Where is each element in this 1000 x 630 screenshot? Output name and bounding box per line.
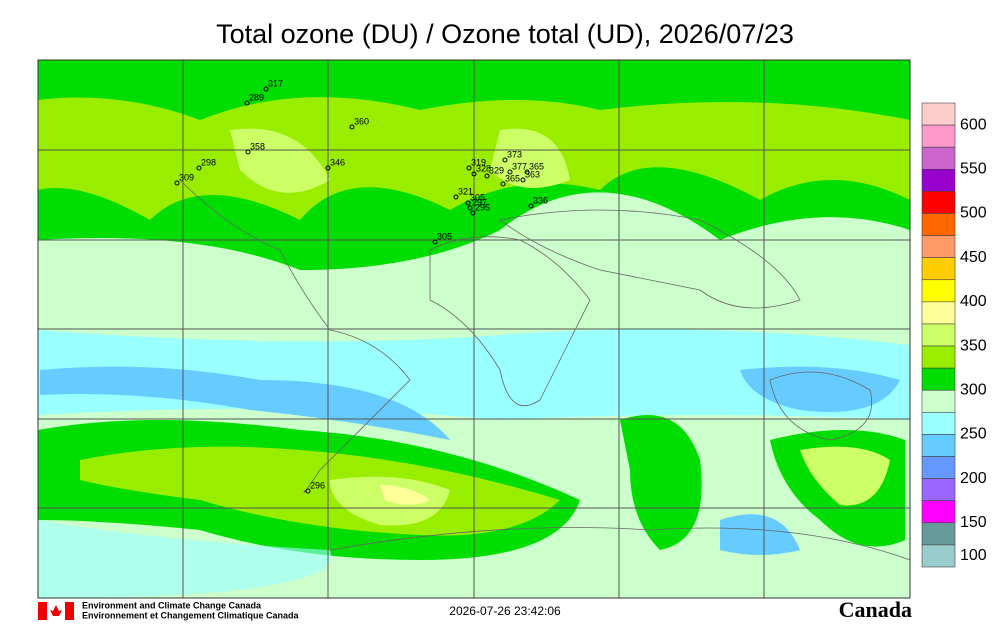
station-value: 317 — [268, 78, 283, 88]
colorbar-box — [921, 478, 956, 502]
colorbar-box — [921, 213, 956, 236]
colorbar-box — [921, 146, 956, 170]
station-marker — [244, 100, 250, 106]
colorbar-box — [921, 522, 956, 546]
station-value: 329 — [489, 165, 504, 175]
colorbar-box — [921, 102, 956, 126]
wordmark: Canada — [839, 597, 912, 622]
station-value: 336 — [533, 195, 548, 205]
timestamp: 2026-07-26 23:42:06 — [449, 604, 561, 618]
colorbar-label: 150 — [960, 514, 987, 531]
colorbar-label: 200 — [960, 470, 987, 487]
station-value: 289 — [249, 92, 264, 102]
station-value: 360 — [354, 116, 369, 126]
station-marker — [349, 124, 355, 130]
colorbar-box — [921, 323, 956, 347]
agency-en: Environment and Climate Change Canada — [82, 600, 262, 610]
station-marker — [174, 180, 180, 186]
station-value: 297 — [472, 197, 487, 207]
colorbar-label: 500 — [960, 205, 987, 222]
colorbar-box — [921, 124, 956, 148]
agency-fr: Environnement et Changement Climatique C… — [82, 610, 300, 620]
station-marker — [507, 169, 513, 175]
station-marker — [471, 171, 477, 177]
station-marker — [500, 181, 506, 187]
station-marker — [245, 149, 251, 155]
colorbar-box — [921, 235, 956, 258]
colorbar: 600 550 500 450 400 350 300 250 200 150 100 — [921, 102, 987, 568]
colorbar-box — [921, 168, 956, 192]
station-marker — [325, 165, 331, 171]
station-value: 309 — [179, 172, 194, 182]
station-value: 319 — [471, 157, 486, 167]
station-marker — [196, 165, 202, 171]
station-value: 295 — [475, 202, 490, 212]
station-value: 365 — [505, 173, 520, 183]
colorbar-label: 100 — [960, 547, 987, 564]
station-value: 346 — [330, 157, 345, 167]
colorbar-box — [921, 279, 956, 303]
colorbar-box — [921, 434, 956, 457]
colorbar-box — [921, 500, 956, 524]
station-value: 365 — [529, 161, 544, 171]
colorbar-box — [921, 544, 956, 568]
station-marker — [520, 177, 526, 183]
station-value: 328 — [476, 163, 491, 173]
colorbar-label: 250 — [960, 426, 987, 443]
station-value: 321 — [458, 186, 473, 196]
station-marker — [305, 488, 311, 494]
station-marker — [528, 203, 534, 209]
colorbar-label: 550 — [960, 161, 987, 178]
colorbar-box — [921, 345, 956, 369]
station-value: 305 — [470, 192, 485, 202]
colorbar-box — [921, 389, 956, 413]
station-marker — [524, 169, 530, 175]
station-value: 363 — [525, 169, 540, 179]
station-marker — [466, 165, 472, 171]
station-value: 373 — [507, 149, 522, 159]
station-value: 358 — [250, 141, 265, 151]
station-marker — [465, 200, 471, 206]
station-value: 298 — [201, 157, 216, 167]
station-marker — [432, 239, 438, 245]
station-marker — [470, 210, 476, 216]
colorbar-box — [921, 191, 956, 214]
station-value: 377 — [512, 161, 527, 171]
station-marker — [502, 157, 508, 163]
station-marker — [453, 194, 459, 200]
footer: Environment and Climate Change Canada En… — [38, 597, 912, 622]
station-marker — [484, 173, 490, 179]
colorbar-box — [921, 367, 956, 391]
colorbar-label: 350 — [960, 337, 987, 354]
colorbar-box — [921, 301, 956, 325]
colorbar-label: 400 — [960, 293, 987, 310]
colorbar-box — [921, 456, 956, 479]
colorbar-label: 300 — [960, 381, 987, 398]
colorbar-label: 600 — [960, 116, 987, 133]
station-marker — [263, 86, 269, 92]
colorbar-box — [921, 412, 956, 435]
title: Total ozone (DU) / Ozone total (UD), 202… — [216, 19, 794, 49]
station-marker — [467, 205, 473, 211]
station-value: 305 — [437, 231, 452, 241]
station-value: 296 — [310, 480, 325, 490]
colorbar-label: 450 — [960, 249, 987, 266]
colorbar-box — [921, 257, 956, 281]
